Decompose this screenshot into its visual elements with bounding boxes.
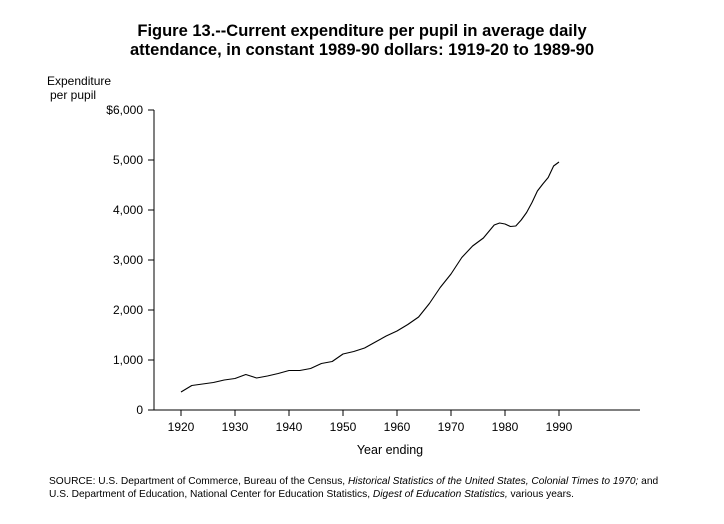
series-line xyxy=(180,161,560,393)
x-tick-label: 1990 xyxy=(546,420,573,434)
x-axis: 1920 1930 1940 1950 1960 1970 1980 1990 xyxy=(154,409,640,434)
y-axis: 0 1,000 2,000 3,000 4,000 5,000 $6,000 xyxy=(106,103,155,417)
x-axis-title: Year ending xyxy=(357,443,423,457)
source-note: SOURCE: U.S. Department of Commerce, Bur… xyxy=(49,476,719,501)
y-tick-label: $6,000 xyxy=(106,103,143,117)
y-tick-label: 1,000 xyxy=(113,353,143,367)
y-tick-label: 3,000 xyxy=(113,253,143,267)
chart-title-line-1: Figure 13.--Current expenditure per pupi… xyxy=(137,22,587,40)
x-tick-label: 1980 xyxy=(492,420,519,434)
y-axis-label-line-2: per pupil xyxy=(50,88,97,102)
y-axis-label: Expenditure per pupil xyxy=(47,74,111,102)
source-suffix: various years. xyxy=(507,488,574,500)
source-title-1: Historical Statistics of the United Stat… xyxy=(347,476,639,487)
y-tick-label: 0 xyxy=(136,403,143,417)
source-line-1: SOURCE: U.S. Department of Commerce, Bur… xyxy=(49,476,719,489)
x-tick-label: 1960 xyxy=(384,420,411,434)
y-tick-label: 4,000 xyxy=(113,203,143,217)
source-prefix: SOURCE: U.S. Department of Commerce, Bur… xyxy=(49,476,348,487)
x-tick-label: 1940 xyxy=(276,420,303,434)
chart-title: Figure 13.--Current expenditure per pupi… xyxy=(0,22,724,60)
y-tick-label: 5,000 xyxy=(113,153,143,167)
y-tick-label: 2,000 xyxy=(113,303,143,317)
chart-title-line-2: attendance, in constant 1989-90 dollars:… xyxy=(129,41,595,59)
x-tick-label: 1970 xyxy=(438,420,465,434)
x-tick-label: 1950 xyxy=(330,420,357,434)
source-mid: and xyxy=(638,476,659,487)
source-line-2: U.S. Department of Education, National C… xyxy=(49,489,719,502)
x-tick-label: 1930 xyxy=(222,420,249,434)
source-line2-prefix: U.S. Department of Education, National C… xyxy=(49,488,373,500)
x-tick-label: 1920 xyxy=(168,420,195,434)
source-title-2: Digest of Education Statistics, xyxy=(372,488,508,500)
series-group xyxy=(180,161,560,393)
y-axis-label-line-1: Expenditure xyxy=(47,74,112,88)
